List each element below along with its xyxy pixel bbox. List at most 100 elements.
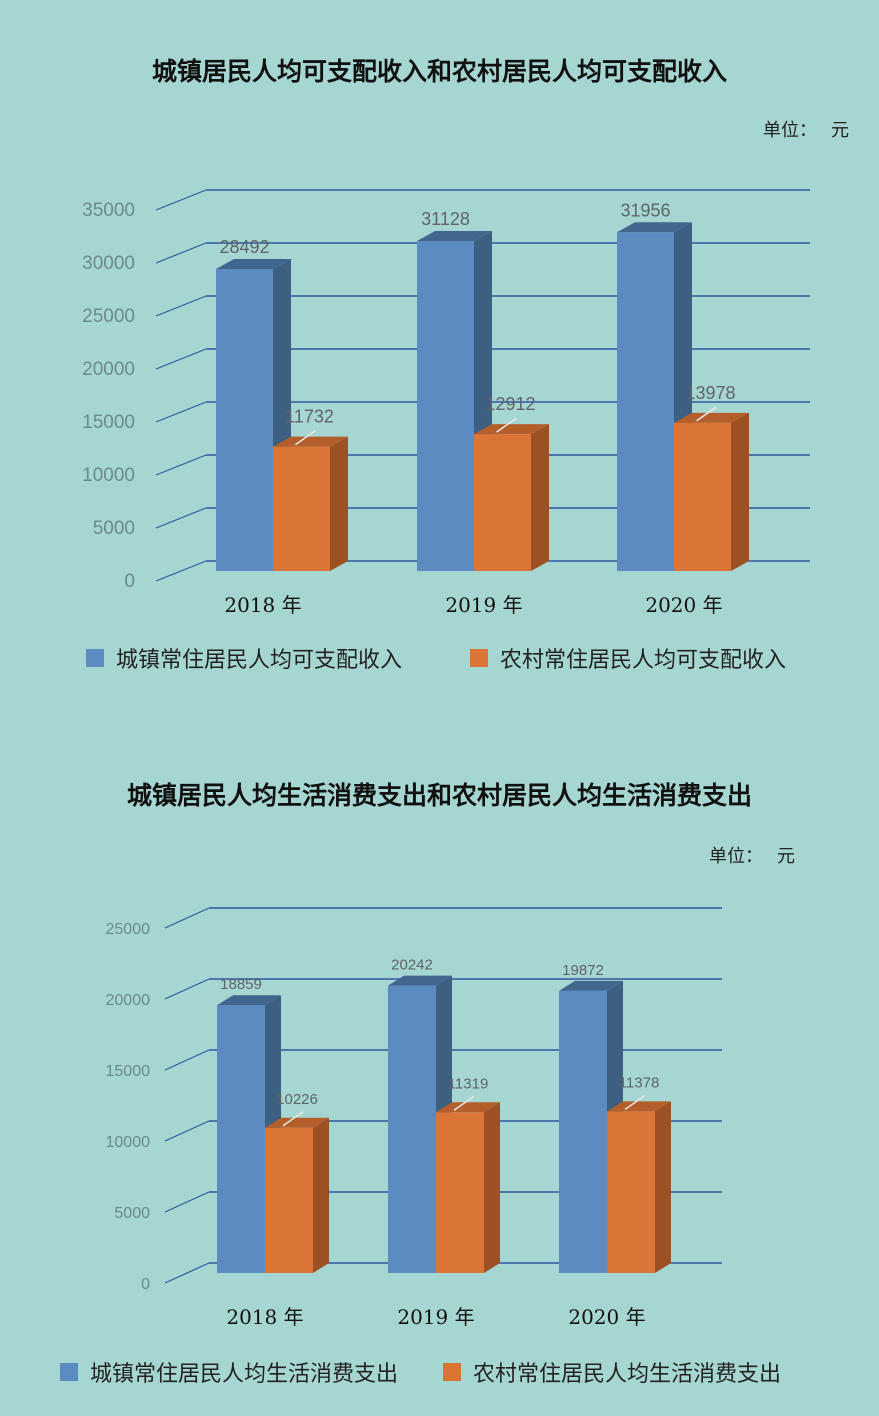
- data-label: 31956: [620, 200, 670, 220]
- legend-swatch-urban: [86, 649, 104, 667]
- data-label: 19872: [562, 962, 604, 979]
- y-tick-label: 25000: [82, 306, 135, 327]
- gridline-diagonal: [164, 907, 210, 929]
- y-tick-label: 35000: [82, 200, 135, 221]
- legend-label: 城镇常住居民人均生活消费支出: [90, 1362, 399, 1387]
- gridline-diagonal: [164, 1120, 210, 1142]
- bar-rural-side: [484, 1102, 500, 1273]
- y-tick-label: 20000: [106, 992, 151, 1009]
- bar-urban-top: [217, 995, 281, 1006]
- leader-line: [282, 1111, 304, 1127]
- expenditure-plot: 0 5000 10000 15000 20000 25000 18859 10226 2018 …: [106, 907, 722, 1329]
- leader-line: [295, 430, 316, 446]
- income-chart: 城镇居民人均可支配收入和农村居民人均可支配收入 单位： 元 0 5000 10000 1…: [0, 0, 879, 700]
- x-category-label: 2018 年: [226, 1305, 303, 1329]
- x-category-label: 2018 年: [224, 593, 301, 617]
- data-label: 11319: [448, 1075, 489, 1092]
- gridline-diagonal: [155, 242, 207, 264]
- y-tick-label: 0: [124, 571, 135, 592]
- bar-urban-top: [559, 980, 623, 991]
- gridline-diagonal: [155, 454, 207, 476]
- legend-label: 城镇常住居民人均可支配收入: [116, 648, 403, 673]
- bar-rural: [474, 434, 531, 571]
- unit-value: 元: [831, 120, 849, 141]
- gridline-diagonal: [164, 1049, 210, 1071]
- unit-label: 单位： 元: [709, 842, 795, 868]
- bar-urban: [417, 241, 474, 571]
- bar-rural: [273, 446, 330, 571]
- y-tick-label: 20000: [82, 359, 135, 380]
- legend-swatch-rural: [470, 649, 488, 667]
- data-label: 11378: [619, 1074, 660, 1091]
- bar-rural-top: [436, 1102, 500, 1113]
- legend-swatch-urban: [60, 1363, 78, 1381]
- gridline-diagonal: [155, 507, 207, 529]
- gridline-diagonal: [155, 348, 207, 370]
- gridline-diagonal: [155, 401, 207, 423]
- legend-swatch-rural: [443, 1363, 461, 1381]
- data-label: 10226: [276, 1091, 318, 1108]
- bar-rural: [436, 1112, 484, 1273]
- x-category-label: 2019 年: [445, 593, 522, 617]
- bar-rural: [607, 1111, 655, 1273]
- bar-urban-top: [417, 231, 492, 242]
- expenditure-chart: 城镇居民人均生活消费支出和农村居民人均生活消费支出 单位： 元 0 5000 1000…: [0, 730, 879, 1416]
- bar-rural-top: [474, 424, 549, 435]
- bar-rural-top: [273, 436, 348, 447]
- bar-urban-top: [388, 975, 452, 986]
- gridline-diagonal: [155, 189, 207, 211]
- y-tick-label: 15000: [106, 1063, 151, 1080]
- bar-urban: [216, 268, 273, 571]
- bar-urban: [559, 990, 607, 1273]
- legend-item-urban: 城镇常住居民人均可支配收入: [86, 642, 402, 674]
- data-label: 20242: [391, 957, 433, 974]
- y-tick-label: 0: [141, 1276, 150, 1293]
- bar-rural-side: [655, 1101, 671, 1273]
- data-label: 18859: [220, 976, 262, 993]
- leader-line: [453, 1095, 475, 1111]
- gridline-diagonal: [155, 295, 207, 317]
- data-label: 12912: [485, 394, 535, 414]
- bar-urban-top: [216, 258, 291, 269]
- gridline-diagonal: [155, 560, 207, 582]
- leader-line: [696, 406, 717, 422]
- y-tick-label: 30000: [82, 253, 135, 274]
- x-category-label: 2019 年: [397, 1305, 474, 1329]
- x-category-label: 2020 年: [568, 1305, 645, 1329]
- chart-title: 城镇居民人均可支配收入和农村居民人均可支配收入: [151, 57, 727, 86]
- data-label: 31128: [421, 209, 470, 229]
- bar-rural-side: [313, 1117, 329, 1273]
- y-tick-label: 10000: [82, 465, 135, 486]
- legend-label: 农村常住居民人均生活消费支出: [473, 1362, 782, 1387]
- unit-label: 单位： 元: [763, 116, 849, 142]
- bar-rural-top: [674, 412, 749, 423]
- y-tick-label: 5000: [93, 518, 135, 539]
- y-tick-label: 10000: [106, 1134, 151, 1151]
- gridline-diagonal: [164, 1262, 210, 1284]
- bar-urban-top: [617, 222, 692, 233]
- bar-rural-side: [330, 436, 348, 571]
- unit-prefix: 单位：: [763, 120, 817, 141]
- chart-title: 城镇居民人均生活消费支出和农村居民人均生活消费支出: [126, 781, 752, 810]
- gridline-diagonal: [164, 1191, 210, 1213]
- bar-urban: [217, 1005, 265, 1273]
- legend-label: 农村常住居民人均可支配收入: [500, 648, 787, 673]
- x-category-label: 2020 年: [645, 593, 722, 617]
- bar-rural: [265, 1127, 313, 1273]
- y-tick-label: 15000: [82, 412, 135, 433]
- bar-urban: [388, 985, 436, 1273]
- y-tick-label: 5000: [114, 1205, 150, 1222]
- unit-value: 元: [777, 846, 795, 867]
- leader-line: [624, 1094, 646, 1111]
- data-label: 28492: [219, 237, 269, 257]
- unit-prefix: 单位：: [709, 846, 763, 867]
- bar-rural-side: [731, 412, 749, 571]
- bar-urban: [617, 232, 674, 571]
- data-label: 13978: [685, 383, 735, 403]
- bar-rural-top: [265, 1117, 329, 1128]
- income-plot: 0 5000 10000 15000 20000 25000 30000 35000 28492…: [82, 189, 810, 617]
- data-label: 11732: [285, 407, 334, 427]
- leader-line: [496, 417, 517, 433]
- bar-rural: [674, 422, 731, 571]
- legend-item-rural: 农村常住居民人均生活消费支出: [443, 1356, 781, 1388]
